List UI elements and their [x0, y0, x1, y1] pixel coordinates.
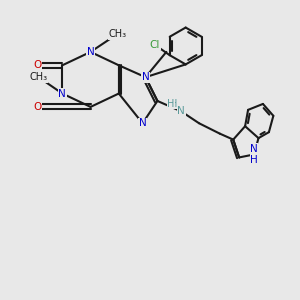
Text: N: N	[139, 118, 146, 128]
Text: H: H	[167, 99, 175, 109]
Text: N
H: N H	[250, 144, 258, 165]
Text: N: N	[58, 88, 66, 98]
Text: O: O	[33, 102, 41, 112]
Text: H: H	[170, 99, 178, 109]
Text: N: N	[142, 72, 149, 82]
Text: N: N	[87, 47, 94, 57]
Text: O: O	[33, 60, 41, 70]
Text: CH₃: CH₃	[108, 29, 126, 39]
Text: N: N	[177, 106, 185, 116]
Text: CH₃: CH₃	[29, 72, 48, 82]
Text: Cl: Cl	[150, 40, 160, 50]
